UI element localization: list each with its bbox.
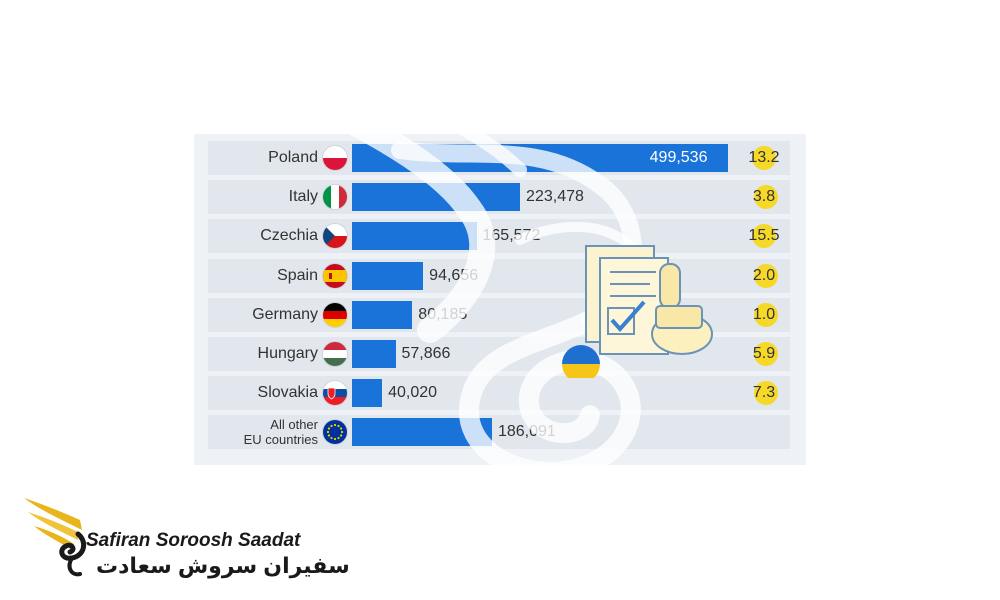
category-label-line: All other [270, 417, 318, 433]
hungary-flag [323, 342, 347, 366]
value-label-slovakia: 40,020 [388, 384, 438, 402]
bar-spain [352, 261, 424, 290]
category-label-czechia: Czechia [260, 227, 318, 245]
category-label-line: Poland [268, 149, 318, 166]
value-label-germany: 80,185 [418, 305, 468, 323]
category-label-hungary: Hungary [258, 345, 318, 363]
brand-name-persian: سفیران سروش سعادت [96, 553, 350, 578]
category-label-line: EU countries [243, 432, 318, 448]
category-label-line: Slovakia [257, 384, 318, 402]
eu-flag [323, 420, 347, 445]
golden-wing-swan-logo [24, 498, 87, 577]
value-label-czechia: 165,572 [482, 227, 541, 245]
category-label-line: Germany [252, 305, 318, 323]
share-dot-hungary [754, 342, 778, 366]
share-label-czechia: 15.5 [748, 227, 780, 245]
spain-flag [323, 263, 347, 288]
share-dot-italy [754, 185, 778, 210]
share-dot-czechia [752, 224, 776, 249]
share-label-slovakia: 7.3 [752, 384, 776, 402]
value-label-italy: 223,478 [526, 188, 584, 206]
category-label-italy: Italy [289, 188, 318, 206]
brand-name-english: Safiran Soroosh Saadat [86, 530, 301, 551]
category-label-line: Spain [277, 266, 318, 284]
share-dot-germany [754, 302, 778, 327]
bar-czechia [352, 222, 477, 251]
category-label-germany: Germany [252, 306, 318, 324]
category-label-line: Italy [288, 188, 318, 206]
italy-flag [323, 185, 347, 210]
bar-all-other-eu-countries [352, 418, 492, 447]
category-label-line: Hungary [257, 345, 318, 362]
ukraine-flag [562, 345, 600, 378]
share-label-spain: 2.0 [752, 266, 776, 284]
value-label-hungary: 57,866 [401, 345, 451, 362]
category-label-spain: Spain [277, 267, 318, 285]
bar-italy [352, 183, 521, 212]
share-dot-poland [752, 146, 776, 170]
bar-hungary [352, 340, 396, 368]
germany-flag [323, 302, 347, 327]
category-label-slovakia: Slovakia [258, 384, 318, 402]
share-label-italy: 3.8 [752, 188, 776, 206]
category-label-all-other-eu-countries: All other EU countries [244, 417, 318, 447]
poland-flag [323, 146, 347, 170]
share-dot-slovakia [754, 381, 778, 406]
category-label-line: Czechia [260, 227, 318, 245]
bar-germany [352, 300, 413, 329]
slovakia-flag [323, 381, 347, 406]
category-label-poland: Poland [268, 149, 318, 167]
value-label-spain: 94,656 [429, 266, 479, 284]
share-dot-spain [754, 263, 778, 288]
value-label-all-other-eu-countries: 186,091 [497, 423, 556, 441]
share-label-poland: 13.2 [748, 149, 780, 166]
share-label-germany: 1.0 [752, 305, 776, 323]
share-label-hungary: 5.9 [752, 345, 776, 362]
approved-document-stamp-icon [562, 245, 713, 378]
bar-slovakia [352, 379, 383, 408]
value-label-poland: 499,536 [649, 149, 708, 166]
